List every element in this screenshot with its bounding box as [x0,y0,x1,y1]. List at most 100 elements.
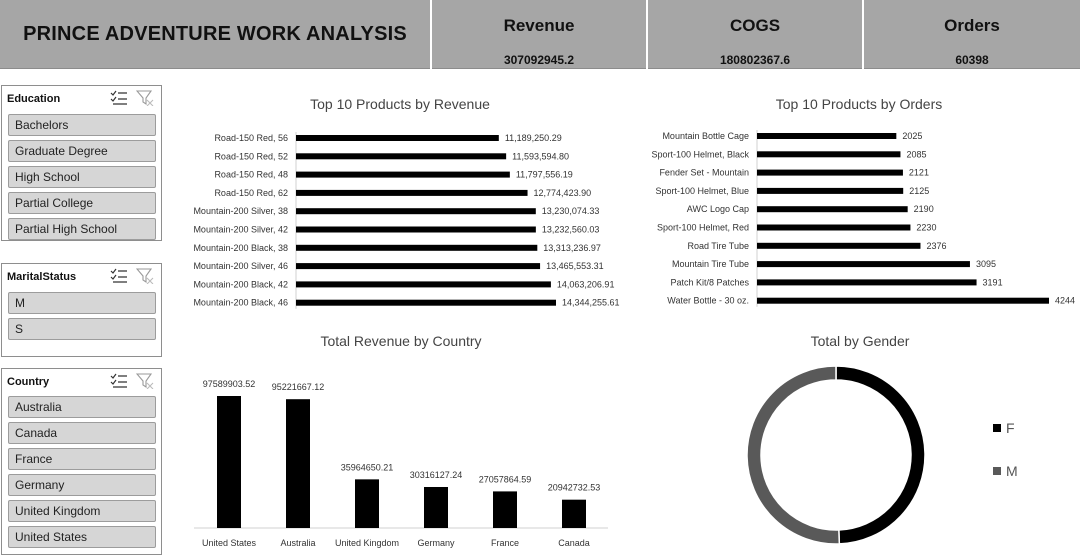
slicer-item-graduate-degree[interactable]: Graduate Degree [8,140,156,162]
bar [296,244,538,251]
data-label: 11,797,556.19 [516,170,573,180]
category-label: Mountain-200 Silver, 46 [193,261,288,271]
data-label: 12,774,423.90 [534,188,592,198]
bar [757,206,908,213]
category-label: AWC Logo Cap [687,204,749,214]
clear-filter-icon[interactable] [136,268,154,284]
dashboard-header: PRINCE ADVENTURE WORK ANALYSIS Revenue 3… [0,0,1080,69]
bar [296,226,536,233]
slicer-item-germany[interactable]: Germany [8,474,156,496]
kpi-cogs-label: COGS [729,16,781,35]
data-label: 2121 [909,168,929,178]
kpi-revenue-value: 307092945.2 [503,53,575,67]
data-label: 14,344,255.61 [562,298,620,308]
data-label: 2025 [902,131,922,141]
slicer-title: Education [7,93,61,105]
slicer-item-france[interactable]: France [8,448,156,470]
bar [296,135,499,141]
category-label: Mountain-200 Silver, 42 [193,225,288,235]
chart-title: Top 10 Products by Orders [776,96,943,112]
bar [757,151,901,158]
data-label: 35964650.21 [341,462,394,472]
multi-select-icon[interactable] [110,90,128,106]
data-label: 27057864.59 [479,474,532,484]
category-label: Mountain Tire Tube [672,259,749,269]
category-label: Water Bottle - 30 oz. [667,296,749,306]
country-slicer: Country Australia Canada France Germany … [1,368,162,555]
bar [296,299,556,306]
gender-svg: Total by Gender F M [746,333,1018,545]
slicer-item-bachelors[interactable]: Bachelors [8,114,156,136]
data-label: 13,232,560.03 [542,225,600,235]
data-label: 2085 [906,149,926,159]
multi-select-icon[interactable] [110,373,128,389]
category-label: Australia [280,538,315,548]
slicer-item-partial-college[interactable]: Partial College [8,192,156,214]
data-label: 13,465,553.31 [546,261,604,271]
bar [296,263,541,270]
category-label: Road Tire Tube [687,241,749,251]
chart-title: Total by Gender [811,333,910,349]
slicer-item-partial-high-school[interactable]: Partial High School [8,218,156,240]
slicer-item-high-school[interactable]: High School [8,166,156,188]
gender-chart[interactable]: Total by Gender F M [636,326,1080,556]
bar [217,396,241,528]
orders-products-chart[interactable]: Top 10 Products by Orders Mountain Bottle… [636,88,1080,318]
data-label: 4244 [1055,296,1075,306]
kpi-revenue: Revenue 307092945.2 [430,0,646,69]
bar [424,486,448,528]
data-label: 11,593,594.80 [512,151,569,161]
orders-products-svg: Top 10 Products by Orders Mountain Bottle… [651,96,1075,307]
category-label: Germany [417,538,455,548]
kpi-cogs-value: 180802367.6 [719,53,791,67]
bar [296,281,551,288]
category-label: Sport-100 Helmet, Red [657,223,749,233]
data-label: 30316127.24 [410,470,463,480]
bar [296,171,510,178]
slicer-item-australia[interactable]: Australia [8,396,156,418]
clear-filter-icon[interactable] [136,90,154,106]
data-label: 3095 [976,259,996,269]
data-label: 20942732.53 [548,483,601,493]
slicer-item-m[interactable]: M [8,292,156,314]
marital-status-slicer: MaritalStatus M S [1,263,162,357]
slicer-title: MaritalStatus [7,271,77,283]
data-label: 95221667.12 [272,382,325,392]
revenue-products-chart[interactable]: Top 10 Products by Revenue Road-150 Red, … [168,88,628,318]
slicer-header: Education [2,86,161,112]
data-label: 3191 [983,277,1003,287]
category-label: Fender Set - Mountain [659,168,749,178]
slicer-item-canada[interactable]: Canada [8,422,156,444]
clear-filter-icon[interactable] [136,373,154,389]
dashboard-title: PRINCE ADVENTURE WORK ANALYSIS [23,23,407,45]
category-label: Mountain Bottle Cage [662,131,749,141]
donut-slice [746,365,841,545]
kpi-orders-label: Orders [944,16,1000,35]
slicer-item-s[interactable]: S [8,318,156,340]
slicer-header: Country [2,369,161,395]
bar [296,153,507,160]
category-label: Sport-100 Helmet, Blue [655,186,749,196]
kpi-orders-value: 60398 [955,53,989,67]
revenue-products-svg: Top 10 Products by Revenue Road-150 Red, … [193,96,620,309]
bar [757,297,1049,304]
multi-select-icon[interactable] [110,268,128,284]
chart-title: Top 10 Products by Revenue [310,96,490,112]
country-revenue-chart[interactable]: Total Revenue by Country 97589903.52 Unite… [168,326,628,556]
slicer-item-united-states[interactable]: United States [8,526,156,548]
kpi-orders: Orders 60398 [862,0,1080,69]
bar [286,399,310,528]
bar [757,279,977,286]
slicer-header: MaritalStatus [2,264,161,290]
country-revenue-svg: Total Revenue by Country 97589903.52 Unite… [194,333,608,548]
category-label: Road-150 Red, 62 [214,188,288,198]
category-label: Road-150 Red, 48 [214,170,288,180]
chart-title: Total Revenue by Country [320,333,481,349]
slicer-item-united-kingdom[interactable]: United Kingdom [8,500,156,522]
legend-label: F [1006,420,1015,436]
title-cell: PRINCE ADVENTURE WORK ANALYSIS [0,0,430,69]
category-label: Road-150 Red, 52 [214,151,288,161]
data-label: 2190 [914,204,934,214]
category-label: Mountain-200 Black, 42 [193,279,288,289]
bar [757,242,921,249]
